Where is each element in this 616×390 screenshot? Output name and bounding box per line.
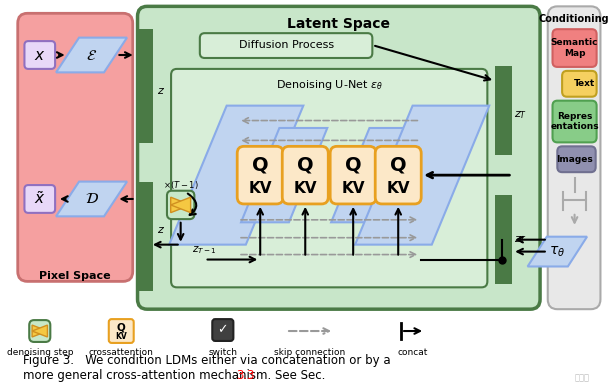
Text: $\mathcal{D}$: $\mathcal{D}$ (84, 191, 99, 206)
FancyBboxPatch shape (109, 319, 134, 343)
Text: $\tau_\theta$: $\tau_\theta$ (549, 245, 565, 259)
Text: crossattention: crossattention (89, 348, 153, 357)
Text: KV: KV (248, 181, 272, 195)
Text: $z$: $z$ (158, 225, 166, 235)
Text: $z_T$: $z_T$ (514, 110, 527, 121)
Polygon shape (528, 237, 587, 266)
FancyBboxPatch shape (375, 146, 421, 204)
Text: Q: Q (390, 156, 407, 175)
Polygon shape (171, 197, 190, 213)
Text: $\tilde{x}$: $\tilde{x}$ (34, 190, 46, 207)
Bar (136, 29, 153, 144)
Polygon shape (241, 128, 327, 222)
Bar (495, 195, 513, 284)
Text: Figure 3.   We condition LDMs either via concatenation or by a: Figure 3. We condition LDMs either via c… (23, 354, 390, 367)
Bar (495, 66, 513, 155)
Text: switch: switch (208, 348, 237, 357)
Text: KV: KV (293, 181, 317, 195)
FancyBboxPatch shape (562, 71, 597, 97)
FancyBboxPatch shape (282, 146, 328, 204)
Text: Q: Q (117, 322, 126, 332)
Text: KV: KV (386, 181, 410, 195)
FancyBboxPatch shape (200, 33, 372, 58)
Bar (136, 182, 153, 291)
Text: $z_T$: $z_T$ (514, 234, 527, 246)
FancyBboxPatch shape (137, 6, 540, 309)
Text: Conditioning: Conditioning (538, 14, 609, 24)
FancyBboxPatch shape (557, 146, 596, 172)
Text: 新智元: 新智元 (575, 374, 590, 383)
FancyBboxPatch shape (553, 29, 597, 67)
Text: $z_{T-1}$: $z_{T-1}$ (192, 244, 217, 255)
FancyBboxPatch shape (548, 6, 601, 309)
FancyBboxPatch shape (330, 146, 376, 204)
Text: Pixel Space: Pixel Space (39, 271, 111, 282)
Text: Q: Q (297, 156, 314, 175)
Text: $\times(T-1)$: $\times(T-1)$ (163, 179, 198, 191)
Polygon shape (171, 197, 190, 213)
Text: KV: KV (341, 181, 365, 195)
Text: more general cross-attention mechanism. See Sec.: more general cross-attention mechanism. … (23, 369, 329, 382)
Polygon shape (331, 128, 418, 222)
Text: $\mathcal{E}$: $\mathcal{E}$ (86, 48, 97, 62)
Polygon shape (32, 325, 47, 337)
Text: Text: Text (573, 79, 595, 88)
Polygon shape (169, 106, 303, 245)
FancyBboxPatch shape (167, 191, 195, 219)
Polygon shape (56, 37, 127, 73)
Polygon shape (355, 106, 489, 245)
FancyBboxPatch shape (237, 146, 283, 204)
Text: Q: Q (345, 156, 362, 175)
Text: Latent Space: Latent Space (287, 17, 391, 31)
Text: skip connection: skip connection (274, 348, 346, 357)
Text: Semantic
Map: Semantic Map (551, 38, 598, 58)
Text: Repres
entations: Repres entations (550, 112, 599, 131)
Text: 3.3: 3.3 (236, 369, 254, 382)
FancyBboxPatch shape (553, 101, 597, 142)
FancyBboxPatch shape (213, 319, 233, 341)
Text: Diffusion Process: Diffusion Process (238, 40, 334, 50)
Text: Q: Q (252, 156, 269, 175)
Polygon shape (32, 325, 47, 337)
Text: KV: KV (115, 333, 127, 342)
Polygon shape (56, 182, 127, 216)
Text: $z$: $z$ (158, 86, 166, 96)
Text: ✓: ✓ (217, 324, 228, 337)
Text: $x$: $x$ (34, 48, 46, 62)
FancyBboxPatch shape (25, 41, 55, 69)
Text: concat: concat (397, 348, 428, 357)
FancyBboxPatch shape (25, 185, 55, 213)
FancyBboxPatch shape (18, 13, 132, 281)
Text: denoising step: denoising step (7, 348, 73, 357)
Text: Images: Images (556, 155, 593, 164)
FancyBboxPatch shape (171, 69, 487, 287)
Text: Denoising U-Net $\epsilon_\theta$: Denoising U-Net $\epsilon_\theta$ (276, 78, 383, 92)
FancyBboxPatch shape (29, 320, 51, 342)
